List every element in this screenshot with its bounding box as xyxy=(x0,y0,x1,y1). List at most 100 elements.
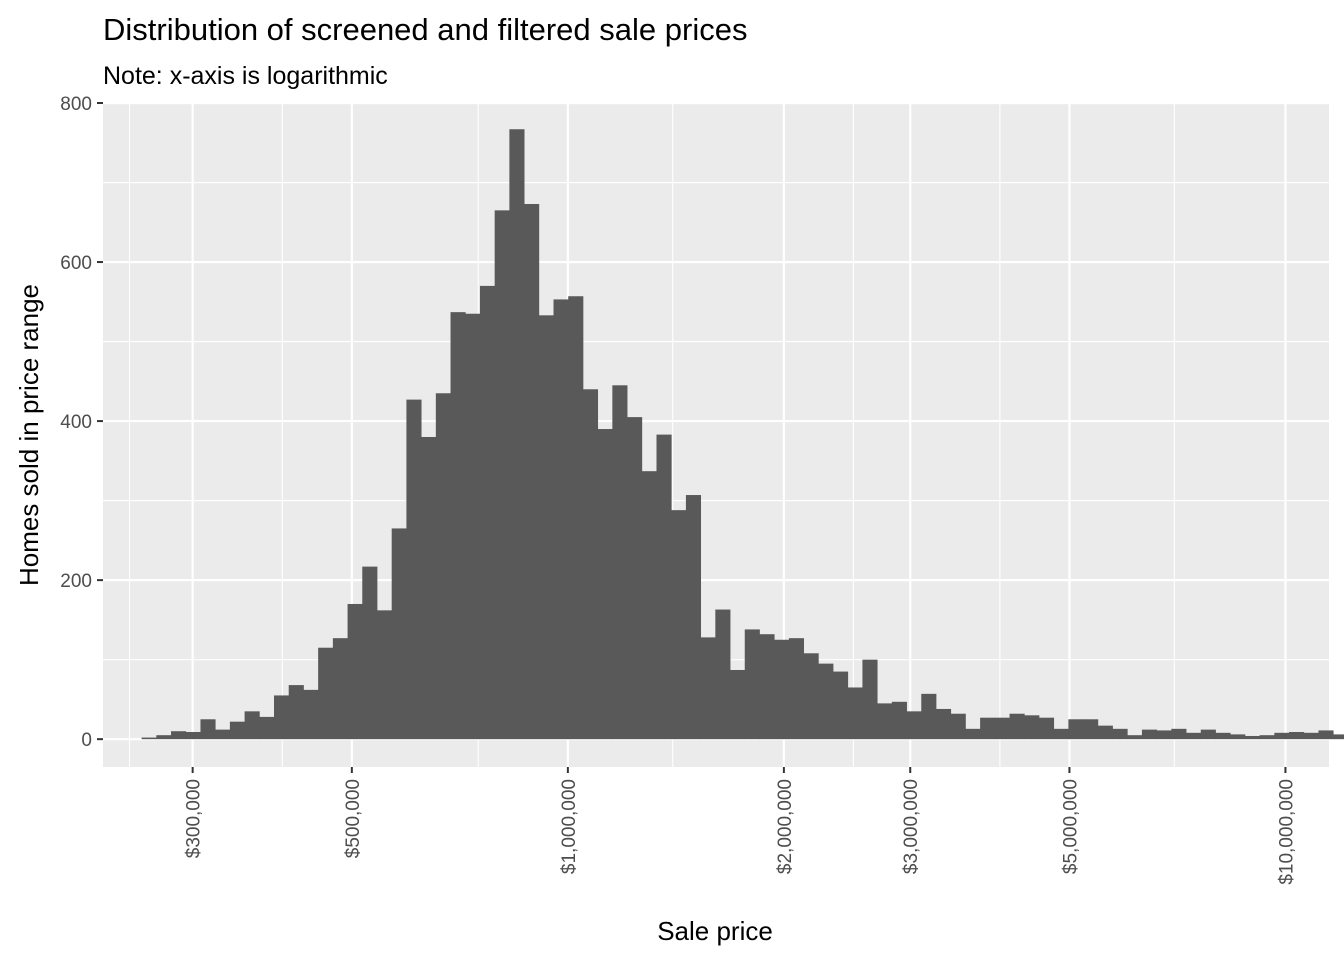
histogram-bar xyxy=(1215,732,1231,740)
y-tick-label: 0 xyxy=(81,730,92,751)
histogram-bar xyxy=(376,610,393,740)
histogram-bar xyxy=(759,634,775,740)
x-tick-label: $5,000,000 xyxy=(1060,779,1081,874)
x-axis-title: Sale price xyxy=(657,916,773,946)
histogram-bar xyxy=(744,629,760,740)
histogram-bar xyxy=(171,731,187,740)
histogram-bar xyxy=(259,716,275,740)
histogram-bar xyxy=(391,528,407,740)
histogram-bar xyxy=(612,385,628,740)
histogram-bar xyxy=(1053,728,1069,740)
histogram-bar xyxy=(494,210,510,740)
y-tick-label: 800 xyxy=(60,94,92,115)
x-tick-label: $500,000 xyxy=(343,779,364,858)
histogram-bar xyxy=(465,313,481,740)
x-axis: $300,000 $500,000 $1,000,000 $2,000,000 $3,0… xyxy=(184,767,1297,885)
y-tick-label: 200 xyxy=(60,571,92,592)
histogram-bar xyxy=(524,203,540,740)
histogram-bar xyxy=(656,434,672,740)
histogram-bar xyxy=(318,647,334,740)
x-tick-label: $2,000,000 xyxy=(775,779,796,874)
histogram-bar xyxy=(479,285,496,740)
minor-gridlines xyxy=(103,103,1329,767)
histogram-bar xyxy=(833,671,849,740)
histogram-bar xyxy=(803,653,819,740)
histogram-bar xyxy=(847,687,863,740)
histogram-bar xyxy=(450,312,466,740)
chart-title: Distribution of screened and filtered sa… xyxy=(103,12,747,47)
histogram-bar xyxy=(700,637,716,740)
histogram-bar xyxy=(1171,728,1187,740)
histogram-bar xyxy=(980,717,996,740)
histogram-bar xyxy=(715,609,731,740)
histogram-bar xyxy=(935,708,952,740)
x-tick-label: $10,000,000 xyxy=(1276,779,1297,885)
histogram-bar xyxy=(1112,728,1128,740)
histogram-bar xyxy=(685,495,702,740)
histogram-bar xyxy=(818,663,834,740)
histogram-bar xyxy=(215,729,231,740)
histogram-bar xyxy=(303,689,319,740)
histogram-bar xyxy=(229,721,245,740)
histogram-bars xyxy=(141,129,1344,740)
x-tick-label: $1,000,000 xyxy=(559,779,580,874)
y-tick-label: 600 xyxy=(60,253,92,274)
histogram-bar xyxy=(421,436,437,740)
x-tick-label: $3,000,000 xyxy=(901,779,922,874)
histogram-bar xyxy=(141,737,157,740)
histogram-bar xyxy=(1083,719,1099,740)
histogram-bar xyxy=(1068,719,1084,740)
histogram-bar xyxy=(1038,717,1055,740)
histogram-bar xyxy=(347,603,363,740)
histogram-bar xyxy=(965,728,981,740)
histogram-bar xyxy=(788,638,804,740)
histogram-bar xyxy=(950,713,966,740)
histogram-bar xyxy=(1127,735,1143,740)
histogram-bar xyxy=(921,693,937,740)
histogram-bar xyxy=(730,669,746,740)
histogram-bar xyxy=(1156,730,1172,740)
histogram-bar xyxy=(1141,729,1158,740)
histogram-bar xyxy=(1274,732,1290,740)
histogram-bar xyxy=(538,315,554,740)
histogram-bar xyxy=(1333,734,1344,740)
histogram-bar xyxy=(1259,735,1275,740)
y-axis-title: Homes sold in price range xyxy=(14,284,44,586)
y-axis: 0 200 400 600 800 xyxy=(60,94,103,751)
histogram-bar xyxy=(200,719,216,740)
y-tick-label: 400 xyxy=(60,412,92,433)
histogram-bar xyxy=(1200,729,1216,740)
histogram-bar xyxy=(1244,735,1261,740)
histogram-bar xyxy=(774,639,790,740)
histogram-bar xyxy=(185,732,201,740)
histogram-bar xyxy=(1230,734,1246,740)
histogram-bar xyxy=(671,510,687,740)
histogram-bar xyxy=(244,711,260,740)
histogram-bar xyxy=(1289,732,1305,740)
histogram-bar xyxy=(406,399,422,740)
histogram-bar xyxy=(1009,713,1025,740)
histogram-bar xyxy=(362,566,378,740)
histogram-bar xyxy=(641,471,657,740)
histogram-bar xyxy=(1024,715,1040,740)
histogram-bar xyxy=(568,296,584,740)
histogram-bar xyxy=(994,717,1010,740)
histogram-bar xyxy=(891,701,907,740)
histogram-bar xyxy=(1186,732,1202,740)
x-tick-label: $300,000 xyxy=(184,779,205,858)
histogram-bar xyxy=(553,299,569,740)
histogram-bar xyxy=(906,711,922,740)
histogram-bar xyxy=(156,735,172,740)
histogram-bar xyxy=(509,129,525,740)
histogram-bar xyxy=(862,659,878,740)
histogram-bar xyxy=(582,389,599,740)
histogram-bar xyxy=(1318,730,1334,740)
histogram-bar xyxy=(1097,725,1113,740)
histogram-bar xyxy=(597,429,613,740)
histogram-bar xyxy=(1303,732,1319,740)
histogram-bar xyxy=(332,638,348,740)
histogram-bar xyxy=(274,695,290,740)
histogram-bar xyxy=(627,417,643,740)
histogram-bar xyxy=(877,703,893,740)
